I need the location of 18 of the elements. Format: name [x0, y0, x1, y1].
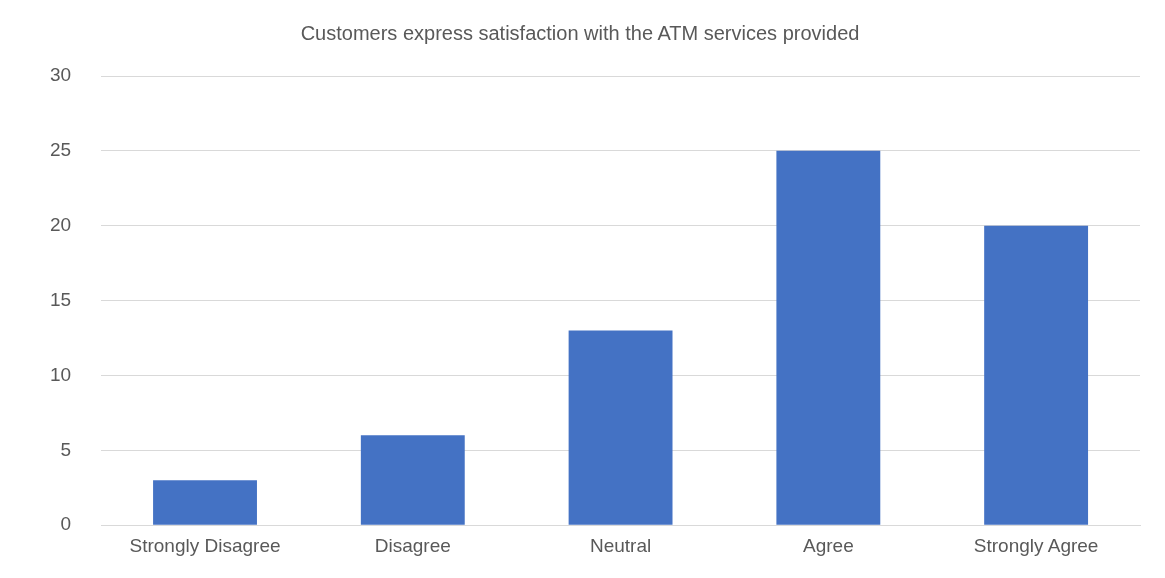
x-tick-label: Strongly Agree	[973, 534, 1099, 556]
bar	[776, 150, 881, 525]
bar	[360, 435, 465, 525]
chart-title: Customers express satisfaction with the ATM services provided	[300, 21, 860, 44]
y-tick-label: 5	[60, 438, 72, 460]
y-tick-label: 20	[49, 213, 72, 235]
y-tick-label: 15	[49, 288, 72, 310]
y-tick-label: 10	[49, 363, 72, 385]
y-tick-label: 0	[60, 513, 72, 535]
x-tick-label: Agree	[802, 534, 854, 556]
bar	[568, 330, 673, 525]
x-tick-label: Strongly Disagree	[129, 534, 281, 556]
bar	[153, 480, 257, 525]
x-tick-label: Disagree	[374, 534, 451, 556]
y-tick-label: 25	[49, 139, 72, 161]
bar	[984, 225, 1089, 525]
x-tick-label: Neutral	[589, 534, 652, 556]
y-tick-label: 30	[49, 64, 72, 86]
